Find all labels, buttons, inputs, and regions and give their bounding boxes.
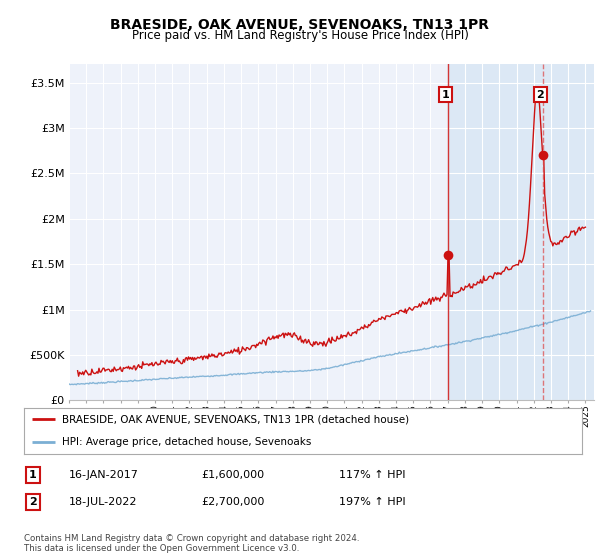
Text: 2: 2: [536, 90, 544, 100]
Text: 16-JAN-2017: 16-JAN-2017: [69, 470, 139, 480]
Bar: [448, 64, 594, 400]
Text: 2: 2: [29, 497, 37, 507]
Text: £1,600,000: £1,600,000: [201, 470, 264, 480]
Text: 197% ↑ HPI: 197% ↑ HPI: [339, 497, 406, 507]
Text: BRAESIDE, OAK AVENUE, SEVENOAKS, TN13 1PR: BRAESIDE, OAK AVENUE, SEVENOAKS, TN13 1P…: [110, 18, 490, 32]
Text: 1: 1: [29, 470, 37, 480]
Text: 117% ↑ HPI: 117% ↑ HPI: [339, 470, 406, 480]
Text: Price paid vs. HM Land Registry's House Price Index (HPI): Price paid vs. HM Land Registry's House …: [131, 29, 469, 42]
Text: BRAESIDE, OAK AVENUE, SEVENOAKS, TN13 1PR (detached house): BRAESIDE, OAK AVENUE, SEVENOAKS, TN13 1P…: [62, 414, 409, 424]
Text: 1: 1: [442, 90, 449, 100]
Text: 18-JUL-2022: 18-JUL-2022: [69, 497, 137, 507]
Text: HPI: Average price, detached house, Sevenoaks: HPI: Average price, detached house, Seve…: [62, 437, 311, 447]
Text: £2,700,000: £2,700,000: [201, 497, 265, 507]
Text: Contains HM Land Registry data © Crown copyright and database right 2024.
This d: Contains HM Land Registry data © Crown c…: [24, 534, 359, 553]
